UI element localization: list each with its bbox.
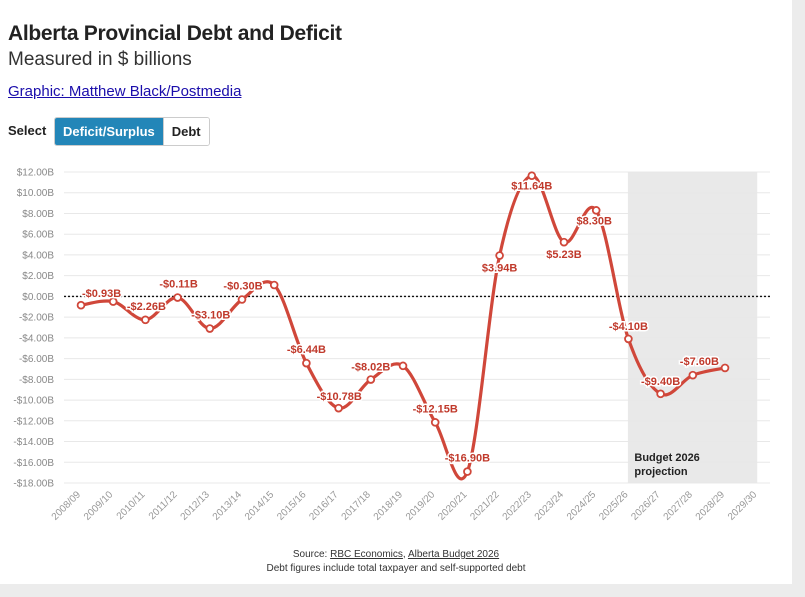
data-point [688,370,698,380]
data-point [269,280,279,290]
x-tick-label: 2016/17 [307,489,341,523]
data-label: -$9.40B [641,376,680,388]
credit-link[interactable]: Graphic: Matthew Black/Postmedia [8,83,242,100]
data-point [141,315,150,325]
data-point [334,403,343,413]
data-label: -$7.60B [680,356,719,368]
x-tick-label: 2018/19 [372,489,406,523]
data-label: -$8.02B [351,362,390,374]
data-label: -$12.15B [413,403,458,415]
data-point [495,251,504,260]
debt-note: Debt figures include total taxpayer and … [266,563,526,574]
x-tick-label: 2010/11 [115,489,148,522]
y-tick-label: $2.00B [22,271,54,282]
x-tick-label: 2009/10 [82,489,116,523]
data-point [205,324,215,333]
data-point [173,293,182,302]
data-point [527,171,537,181]
x-tick-label: 2014/15 [243,489,277,523]
x-tick-label: 2011/12 [147,489,180,522]
y-tick-label: -$10.00B [13,396,54,407]
data-point [302,358,311,368]
chart-card: Alberta Provincial Debt and Deficit Meas… [0,0,792,584]
data-point [76,300,86,310]
y-tick-label: -$12.00B [13,416,54,427]
y-tick-label: $12.00B [17,168,55,179]
data-label: -$4.10B [609,321,648,333]
x-tick-label: 2013/14 [211,489,245,523]
x-tick-label: 2017/18 [340,489,374,523]
deficit-surplus-button[interactable]: Deficit/Surplus [55,118,163,145]
x-tick-label: 2028/29 [694,489,728,523]
data-point [398,361,408,371]
x-tick-label: 2021/22 [468,489,502,523]
data-point [463,467,472,476]
x-tick-label: 2019/20 [404,489,438,523]
page-subtitle: Measured in $ billions [8,49,192,70]
y-tick-label: -$14.00B [13,437,54,448]
data-point [237,295,247,304]
source-separator: , [402,549,406,560]
y-tick-label: $8.00B [22,209,54,220]
data-point [108,297,118,306]
debt-button[interactable]: Debt [162,118,209,145]
chart-toggle: Deficit/Surplus Debt [54,117,210,146]
data-label: -$10.78B [317,391,362,403]
data-point [656,389,665,399]
y-tick-label: -$6.00B [19,354,54,365]
y-tick-label: -$18.00B [13,479,54,490]
y-tick-label: -$8.00B [19,375,54,386]
data-label: -$2.26B [127,301,166,313]
data-label: $11.64B [511,181,552,193]
x-tick-label: 2026/27 [629,489,663,523]
source-prefix: Source: [292,549,328,560]
data-label: -$3.10B [191,310,230,322]
line-chart: $12.00B $10.00B $8.00B $6.00B $4.00B $2.00B $0… [13,168,770,523]
y-tick-label: $6.00B [22,230,54,241]
x-tick-label: 2008/09 [50,489,84,523]
projection-shade [627,172,758,483]
source-note: Source: RBC Economics, Alberta Budget 20… [0,549,792,560]
data-label: -$0.30B [223,281,262,293]
page-title: Alberta Provincial Debt and Deficit [8,22,342,45]
y-tick-label: $10.00B [17,188,55,199]
data-label: -$0.93B [82,288,121,300]
data-label: -$0.11B [159,279,198,291]
data-point [366,375,376,384]
data-label: $5.23B [546,249,582,261]
y-tick-label: -$16.00B [13,458,54,469]
source-link-budget[interactable]: Alberta Budget 2026 [407,549,500,560]
x-tick-label: 2025/26 [597,489,631,523]
source-link-rbc[interactable]: RBC Economics [330,549,403,560]
x-tick-label: 2029/30 [726,489,760,523]
x-tick-label: 2024/25 [565,489,599,523]
projection-label-line2: projection [634,466,687,478]
data-point [624,334,633,344]
x-tick-label: 2020/21 [436,489,470,523]
x-tick-label: 2015/16 [275,489,309,523]
y-tick-label: $4.00B [22,250,54,261]
data-label: $8.30B [576,215,612,227]
projection-label-line1: Budget 2026 [634,452,699,464]
y-tick-label: -$4.00B [19,333,54,344]
select-label: Select [8,123,47,138]
data-point [559,237,569,247]
x-tick-label: 2027/28 [662,489,696,523]
data-point [591,206,601,215]
data-point [430,418,440,427]
y-tick-label: -$2.00B [19,313,54,324]
data-label: -$16.90B [445,453,490,465]
data-point [720,363,730,373]
data-label: -$6.44B [287,344,326,356]
x-tick-label: 2022/23 [501,489,535,523]
data-label: $3.94B [482,263,518,275]
y-tick-label: $0.00B [22,292,54,303]
x-tick-label: 2023/24 [533,489,567,523]
x-tick-label: 2012/13 [179,489,213,523]
